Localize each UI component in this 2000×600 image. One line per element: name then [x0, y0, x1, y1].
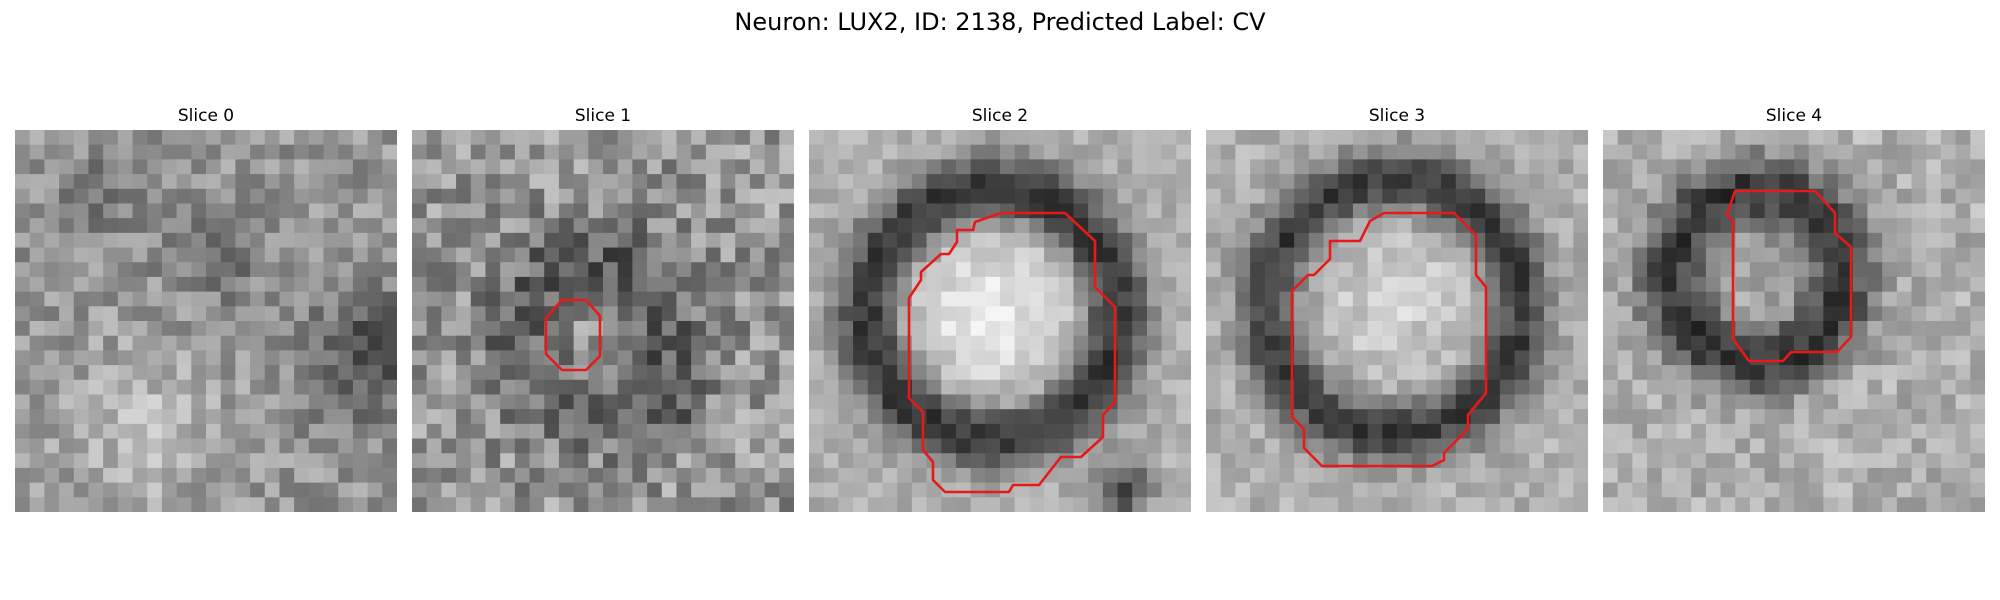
slice-3-image: [1206, 130, 1588, 512]
segmentation-outline: [907, 211, 1117, 494]
slice-4-title: Slice 4: [1765, 106, 1823, 126]
slice-3-title: Slice 3: [1368, 106, 1426, 126]
segmentation-outline: [1290, 211, 1488, 468]
slice-1-image: [412, 130, 794, 512]
slice-4-image: [1603, 130, 1985, 512]
slice-0-image: [15, 130, 397, 512]
slice-2-image: [809, 130, 1191, 512]
pixel-grid: [809, 130, 1191, 512]
slice-2-title: Slice 2: [971, 106, 1029, 126]
pixel-grid: [1603, 130, 1985, 512]
slice-panel-1: Slice 1: [412, 105, 794, 512]
pixel-grid: [1206, 130, 1588, 512]
pixel-grid: [15, 130, 397, 512]
slice-panel-0: Slice 0: [15, 105, 397, 512]
slice-panel-4: Slice 4: [1603, 105, 1985, 512]
slice-0-title: Slice 0: [177, 106, 235, 126]
figure-title: Neuron: LUX2, ID: 2138, Predicted Label:…: [734, 8, 1266, 36]
slice-panel-2: Slice 2: [809, 105, 1191, 512]
segmentation-outline: [1725, 189, 1853, 363]
pixel-grid: [412, 130, 794, 512]
segmentation-outline: [544, 298, 602, 372]
slice-1-title: Slice 1: [574, 106, 632, 126]
slice-panel-3: Slice 3: [1206, 105, 1588, 512]
